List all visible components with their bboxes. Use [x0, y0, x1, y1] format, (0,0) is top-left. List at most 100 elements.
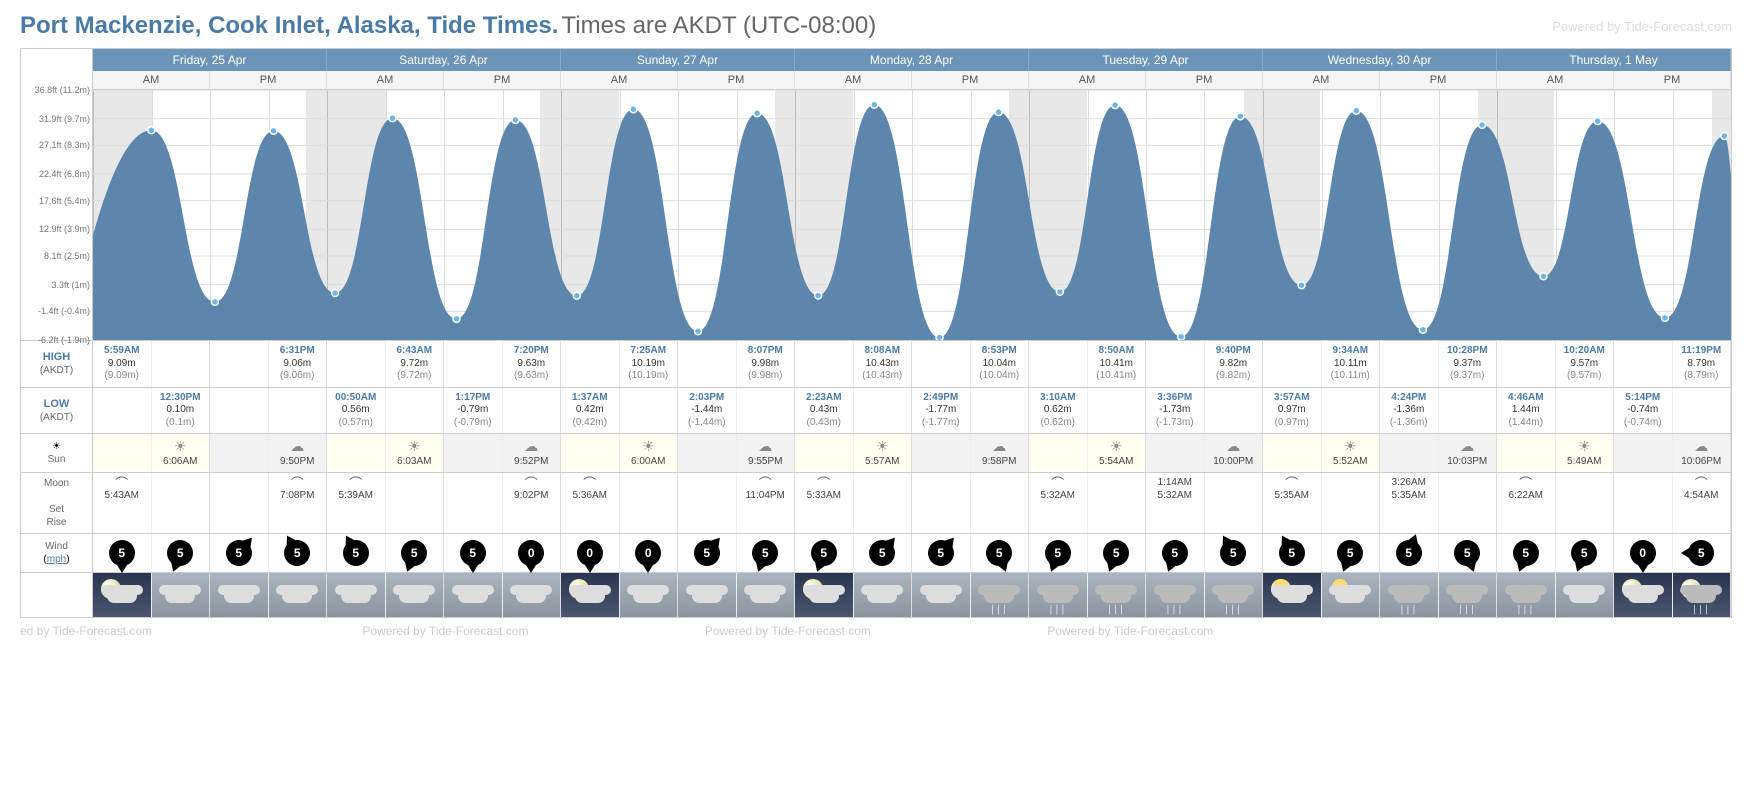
ampm-cell: PM — [444, 71, 561, 90]
weather-icon-rain: │││ — [1497, 573, 1555, 617]
ampm-cell: AM — [93, 71, 210, 90]
data-cell: │││ — [1205, 573, 1264, 617]
sun-cell — [1614, 434, 1673, 472]
weather-icon-cloud — [854, 573, 912, 617]
moon-cell — [1322, 473, 1381, 533]
data-cell — [386, 573, 445, 617]
wind-badge: 5 — [869, 540, 895, 566]
ampm-cell: PM — [912, 71, 1029, 90]
data-cell: 0 — [561, 534, 620, 572]
moon-cell — [620, 473, 679, 533]
chart-header: Port Mackenzie, Cook Inlet, Alaska, Tide… — [0, 0, 1752, 48]
data-cell: 4:24PM-1.36m(-1.36m) — [1380, 388, 1439, 434]
data-cell — [854, 573, 913, 617]
data-cell: 2:23AM0.43m(0.43m) — [795, 388, 854, 434]
sun-cell — [210, 434, 269, 472]
sun-cell — [1497, 434, 1556, 472]
moon-cell: ⌒6:22AM — [1497, 473, 1556, 533]
data-cell: 5:59AM9.09m(9.09m) — [93, 341, 152, 387]
weather-icon-rain: │││ — [1380, 573, 1438, 617]
mph-link[interactable]: mph — [47, 554, 66, 565]
ampm-cell: AM — [1497, 71, 1614, 90]
moon-cell: ⌒5:32AM — [1029, 473, 1088, 533]
data-cell: 2:49PM-1.77m(-1.77m) — [912, 388, 971, 434]
data-cell — [1556, 388, 1615, 434]
sun-cell: ☀5:54AM — [1088, 434, 1147, 472]
moon-cell: ⌒5:39AM — [327, 473, 386, 533]
data-cell: 5 — [210, 534, 269, 572]
ampm-cell: AM — [1029, 71, 1146, 90]
sun-cell: ☁9:58PM — [971, 434, 1030, 472]
sun-cell — [93, 434, 152, 472]
data-cell — [1205, 388, 1264, 434]
sun-cell: ☁10:03PM — [1439, 434, 1498, 472]
weather-icon-cloud — [327, 573, 385, 617]
data-cell: 5 — [1263, 534, 1322, 572]
data-cell — [1673, 388, 1732, 434]
data-cell — [444, 341, 503, 387]
data-cell: 5 — [737, 534, 796, 572]
data-cell — [1614, 573, 1673, 617]
wind-badge: 5 — [694, 540, 720, 566]
day-header: Tuesday, 29 Apr — [1029, 49, 1263, 71]
weather-icon-night-sun — [1263, 573, 1321, 617]
moonrise-icon: ⌒ — [1673, 477, 1731, 490]
ampm-cell: PM — [210, 71, 327, 90]
y-tick-label: 12.9ft (3.9m) — [39, 224, 90, 234]
weather-row: │││││││││││││││││││││││││││ — [21, 572, 1731, 617]
sun-label: ☀ — [52, 440, 61, 453]
ampm-cell: AM — [327, 71, 444, 90]
sunrise-icon: ☀ — [1556, 438, 1614, 456]
sun-cell — [327, 434, 386, 472]
moon-cell: 3:26AM5:35AM — [1380, 473, 1439, 533]
weather-icon-cloud — [152, 573, 210, 617]
data-cell — [93, 573, 152, 617]
y-axis-labels: 36.8ft (11.2m)31.9ft (9.7m)27.1ft (8.3m)… — [21, 90, 93, 340]
moon-cell — [1439, 473, 1498, 533]
data-cell: 5 — [327, 534, 386, 572]
data-cell: 0 — [503, 534, 562, 572]
data-cell: 5 — [1380, 534, 1439, 572]
wind-badge: 5 — [811, 540, 837, 566]
data-cell — [1556, 573, 1615, 617]
data-cell: │││ — [1088, 573, 1147, 617]
day-header: Thursday, 1 May — [1497, 49, 1731, 71]
data-cell — [1263, 573, 1322, 617]
sunrise-icon: ☀ — [1322, 438, 1380, 456]
weather-icon-cloud — [386, 573, 444, 617]
ampm-cell: AM — [1263, 71, 1380, 90]
sun-cell: ☁9:50PM — [269, 434, 328, 472]
data-cell — [1263, 341, 1322, 387]
data-cell — [737, 573, 796, 617]
data-cell: 8:50AM10.41m(10.41m) — [1088, 341, 1147, 387]
moon-cell: ⌒5:43AM — [93, 473, 152, 533]
day-header: Friday, 25 Apr — [93, 49, 327, 71]
data-cell: 10:28PM9.37m(9.37m) — [1439, 341, 1498, 387]
sunset-icon: ☁ — [1205, 438, 1263, 456]
weather-icon-night-cloud — [561, 573, 619, 617]
weather-icon-rain: │││ — [971, 573, 1029, 617]
day-header: Wednesday, 30 Apr — [1263, 49, 1497, 71]
moonset-icon: ⌒ — [1497, 477, 1555, 490]
moon-cell — [210, 473, 269, 533]
ampm-cell: AM — [561, 71, 678, 90]
data-cell: 5 — [795, 534, 854, 572]
weather-icon-cloud — [678, 573, 736, 617]
data-cell: 5 — [269, 534, 328, 572]
data-cell — [269, 573, 328, 617]
data-cell — [912, 341, 971, 387]
moon-cell — [1614, 473, 1673, 533]
sun-cell — [561, 434, 620, 472]
wind-badge: 0 — [635, 540, 661, 566]
weather-icon-cloud — [269, 573, 327, 617]
data-cell: 5 — [854, 534, 913, 572]
y-tick-label: 36.8ft (11.2m) — [35, 85, 90, 95]
y-tick-label: 27.1ft (8.3m) — [39, 140, 90, 150]
data-cell — [1029, 341, 1088, 387]
data-cell: 5 — [93, 534, 152, 572]
data-cell — [327, 573, 386, 617]
y-tick-label: 17.6ft (5.4m) — [39, 196, 90, 206]
weather-icon-cloud — [1556, 573, 1614, 617]
data-cell: 3:57AM0.97m(0.97m) — [1263, 388, 1322, 434]
moonset-icon: ⌒ — [1029, 477, 1087, 490]
